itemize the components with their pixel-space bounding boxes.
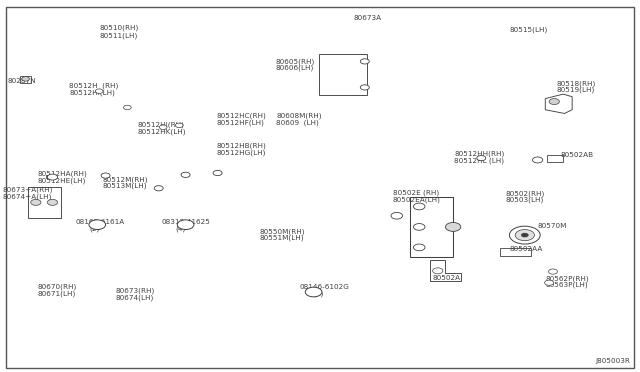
Circle shape: [89, 220, 106, 230]
Text: 80287N: 80287N: [8, 78, 36, 84]
Circle shape: [159, 125, 167, 129]
Circle shape: [433, 268, 443, 274]
Text: 80502(RH): 80502(RH): [506, 190, 545, 197]
Bar: [500, 248, 531, 256]
Text: 80502AB: 80502AB: [561, 152, 594, 158]
Text: 80512HF(LH): 80512HF(LH): [216, 119, 264, 126]
Circle shape: [47, 174, 58, 180]
Circle shape: [213, 170, 222, 176]
Text: 80674(LH): 80674(LH): [115, 294, 154, 301]
Text: 80512HI(LH): 80512HI(LH): [69, 89, 115, 96]
Polygon shape: [46, 175, 50, 178]
Circle shape: [95, 89, 103, 93]
Circle shape: [521, 233, 529, 237]
Text: 80502AA: 80502AA: [509, 246, 543, 252]
Circle shape: [305, 287, 322, 297]
Circle shape: [154, 186, 163, 191]
Circle shape: [413, 203, 425, 210]
Text: 80570M: 80570M: [538, 223, 567, 229]
Text: 80673A: 80673A: [353, 15, 381, 21]
Circle shape: [31, 199, 41, 205]
Text: 08313-41625: 08313-41625: [161, 219, 210, 225]
Text: 80674+A(LH): 80674+A(LH): [3, 193, 52, 200]
Circle shape: [509, 226, 540, 244]
Circle shape: [445, 222, 461, 231]
Text: 80515(LH): 80515(LH): [509, 26, 548, 33]
Circle shape: [532, 157, 543, 163]
Circle shape: [545, 280, 554, 285]
Text: (2): (2): [90, 225, 100, 232]
Circle shape: [47, 199, 58, 205]
Bar: [319, 54, 367, 95]
Text: 80510(RH): 80510(RH): [99, 25, 138, 31]
Bar: [547, 155, 563, 162]
Circle shape: [101, 173, 110, 178]
Text: 80502E (RH): 80502E (RH): [393, 189, 439, 196]
Circle shape: [181, 172, 190, 177]
Text: 80605(RH): 80605(RH): [275, 58, 314, 65]
Text: 80608M(RH): 80608M(RH): [276, 113, 322, 119]
Text: 80673(RH): 80673(RH): [115, 288, 154, 294]
Text: 80503(LH): 80503(LH): [506, 197, 544, 203]
Text: 80518(RH): 80518(RH): [557, 80, 596, 87]
Circle shape: [549, 99, 559, 105]
Text: 80512HH(RH): 80512HH(RH): [454, 150, 505, 157]
Text: 80512HG(LH): 80512HG(LH): [216, 150, 266, 156]
Text: 80512HB(RH): 80512HB(RH): [216, 143, 266, 150]
Text: 80562P(RH): 80562P(RH): [545, 275, 589, 282]
Text: 80550M(RH): 80550M(RH): [260, 228, 305, 235]
Text: 80512HJ(RH): 80512HJ(RH): [138, 121, 184, 128]
Circle shape: [360, 59, 369, 64]
Polygon shape: [545, 94, 572, 113]
Text: S: S: [95, 222, 100, 227]
Circle shape: [360, 85, 369, 90]
Circle shape: [548, 269, 557, 274]
Circle shape: [22, 77, 29, 81]
Text: 80512HE(LH): 80512HE(LH): [37, 177, 86, 184]
Circle shape: [413, 244, 425, 251]
Bar: [410, 197, 453, 257]
Circle shape: [124, 105, 131, 110]
Circle shape: [413, 224, 425, 230]
Polygon shape: [430, 260, 461, 281]
Text: S: S: [183, 222, 188, 227]
Circle shape: [177, 220, 194, 230]
Text: 80512H  (RH): 80512H (RH): [69, 82, 118, 89]
Text: 80513M(LH): 80513M(LH): [102, 183, 147, 189]
Text: 80609  (LH): 80609 (LH): [276, 119, 319, 126]
Circle shape: [175, 123, 183, 128]
Text: 80512HC(RH): 80512HC(RH): [216, 113, 266, 119]
Text: 80502EA(LH): 80502EA(LH): [393, 196, 441, 203]
Text: 80606(LH): 80606(LH): [275, 65, 314, 71]
Text: 80671(LH): 80671(LH): [37, 291, 76, 297]
Text: 08168-6161A: 08168-6161A: [76, 219, 125, 225]
Text: 80670(RH): 80670(RH): [37, 284, 76, 291]
Text: (4): (4): [175, 225, 186, 232]
Text: 80512HA(RH): 80512HA(RH): [37, 170, 87, 177]
Text: 80673+A(RH): 80673+A(RH): [3, 186, 53, 193]
Circle shape: [515, 230, 534, 241]
Text: 80563P(LH): 80563P(LH): [545, 282, 588, 288]
Polygon shape: [20, 76, 31, 83]
Text: B: B: [311, 289, 316, 295]
Text: 80511(LH): 80511(LH): [99, 32, 138, 39]
Text: 80512M(RH): 80512M(RH): [102, 176, 148, 183]
Text: 08146-6102G: 08146-6102G: [300, 284, 349, 290]
Text: J805003R: J805003R: [595, 358, 630, 364]
Text: 80551M(LH): 80551M(LH): [260, 235, 305, 241]
Polygon shape: [28, 187, 61, 218]
Bar: [48, 37, 240, 201]
Circle shape: [477, 155, 486, 161]
Text: (2): (2): [314, 291, 324, 297]
Circle shape: [391, 212, 403, 219]
Text: 80502A: 80502A: [433, 275, 461, 280]
Text: 80512HL (LH): 80512HL (LH): [454, 157, 504, 164]
Text: 80519(LH): 80519(LH): [557, 87, 595, 93]
Text: 80512HK(LH): 80512HK(LH): [138, 128, 186, 135]
